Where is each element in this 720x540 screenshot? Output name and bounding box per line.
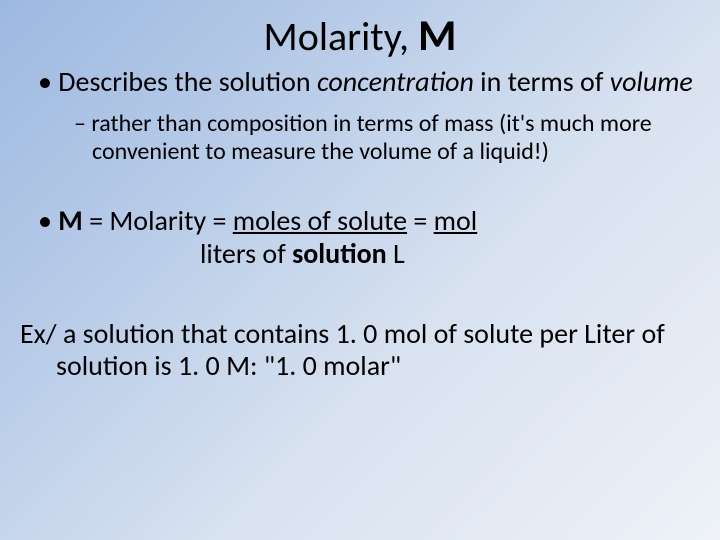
formula-line-2: liters of solution L bbox=[20, 238, 700, 270]
formula-eq2: = bbox=[407, 203, 434, 238]
bullet1-text1: Describes the solution bbox=[58, 64, 317, 99]
title-prefix: Molarity, bbox=[264, 12, 418, 61]
bullet-ratherthan: rather than composition in terms of mass… bbox=[20, 110, 700, 165]
title-symbol: M bbox=[418, 8, 456, 62]
bullet-describes: Describes the solution concentration in … bbox=[20, 66, 700, 98]
formula-line-1: M = Molarity = moles of solute = mol bbox=[20, 205, 700, 237]
slide-title: Molarity, M bbox=[20, 8, 700, 62]
example-text: Ex/ a solution that contains 1. 0 mol of… bbox=[20, 318, 700, 382]
formula-m: M bbox=[58, 203, 82, 238]
formula-denom1: liters of bbox=[200, 236, 292, 271]
formula-mol: mol bbox=[434, 203, 478, 238]
example-line: Ex/ a solution that contains 1. 0 mol of… bbox=[20, 316, 665, 383]
formula-eq1: = Molarity = bbox=[83, 203, 233, 238]
bullet1-volume: volume bbox=[610, 64, 693, 99]
bullet1-concentration: concentration bbox=[317, 64, 474, 99]
bullet2-text: rather than composition in terms of mass… bbox=[91, 109, 651, 166]
bullet1-text2: in terms of bbox=[474, 64, 610, 99]
formula-numerator: moles of solute bbox=[233, 203, 407, 238]
formula-solution: solution bbox=[292, 236, 387, 271]
formula-L: L bbox=[393, 236, 405, 271]
